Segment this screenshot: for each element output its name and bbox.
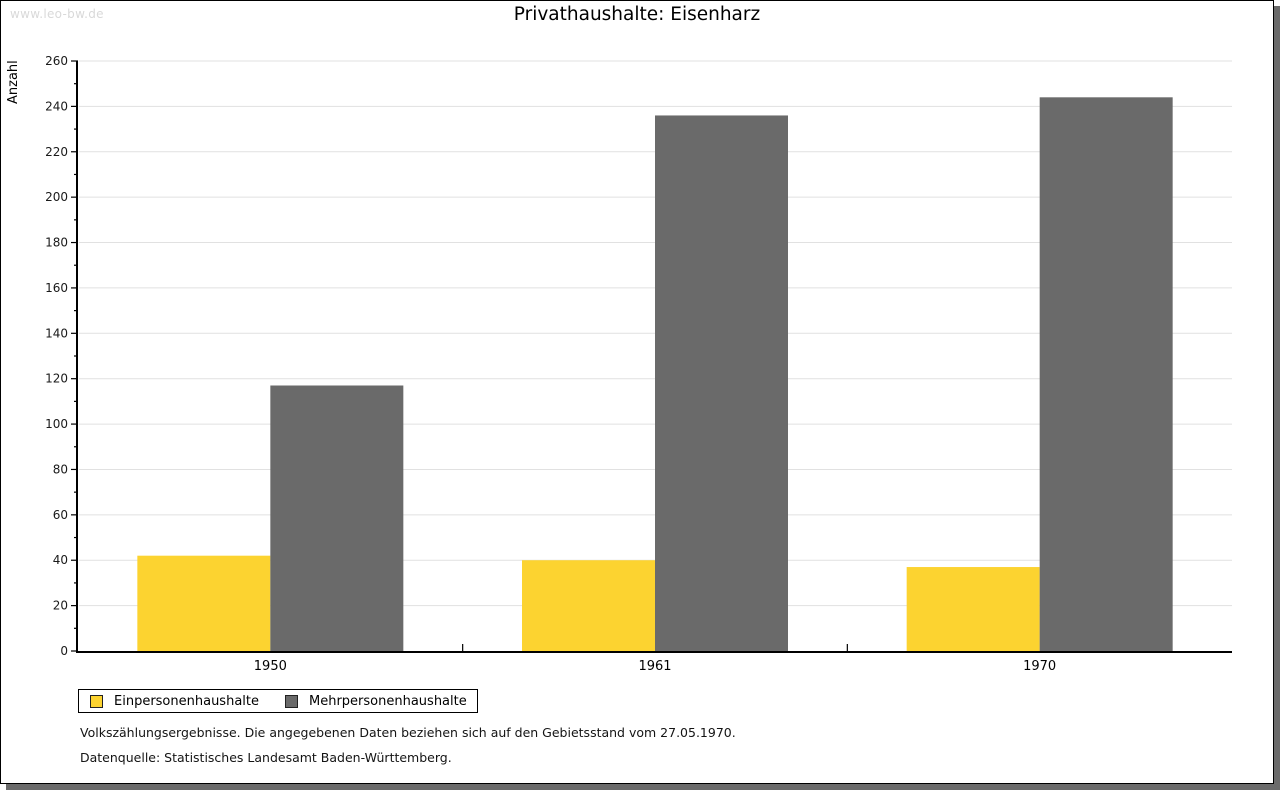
y-tick-label-220: 220 [45, 145, 68, 159]
chart-title: Privathaushalte: Eisenharz [513, 4, 761, 25]
bar-1961-series-1 [655, 115, 788, 651]
y-tick-label-80: 80 [53, 462, 68, 476]
y-tick-label-40: 40 [53, 553, 68, 567]
footnote-data-source: Datenquelle: Statistisches Landesamt Bad… [80, 750, 452, 765]
y-tick-label-100: 100 [45, 417, 68, 431]
x-tick-label-1970: 1970 [1023, 659, 1056, 674]
y-tick-label-200: 200 [45, 190, 68, 204]
y-tick-label-140: 140 [45, 326, 68, 340]
y-tick-label-120: 120 [45, 372, 68, 386]
legend-label-mehrpersonenhaushalte: Mehrpersonenhaushalte [309, 693, 467, 709]
y-tick-label-160: 160 [45, 281, 68, 295]
legend-label-einpersonenhaushalte: Einpersonenhaushalte [114, 693, 259, 709]
bar-1970-series-1 [1039, 97, 1173, 652]
bar-1970-series-0 [906, 567, 1040, 651]
y-tick-label-260: 260 [45, 54, 68, 68]
legend-swatch-einpersonenhaushalte [90, 694, 103, 708]
watermark: www.leo-bw.de [10, 7, 104, 21]
legend: Einpersonenhaushalte Mehrpersonenhaushal… [78, 689, 478, 713]
footnote-source-note: Volkszählungsergebnisse. Die angegebenen… [80, 725, 736, 740]
y-tick-label-240: 240 [45, 99, 68, 113]
x-tick-label-1950: 1950 [254, 659, 287, 674]
y-tick-label-60: 60 [53, 508, 68, 522]
legend-swatch-mehrpersonenhaushalte [285, 694, 298, 708]
x-tick-label-1961: 1961 [638, 659, 671, 674]
y-tick-label-0: 0 [60, 644, 68, 658]
bar-1961-series-0 [522, 560, 655, 651]
y-tick-label-180: 180 [45, 236, 68, 250]
bar-1950-series-1 [270, 385, 404, 651]
bar-1950-series-0 [137, 555, 271, 651]
y-tick-label-20: 20 [53, 599, 68, 613]
